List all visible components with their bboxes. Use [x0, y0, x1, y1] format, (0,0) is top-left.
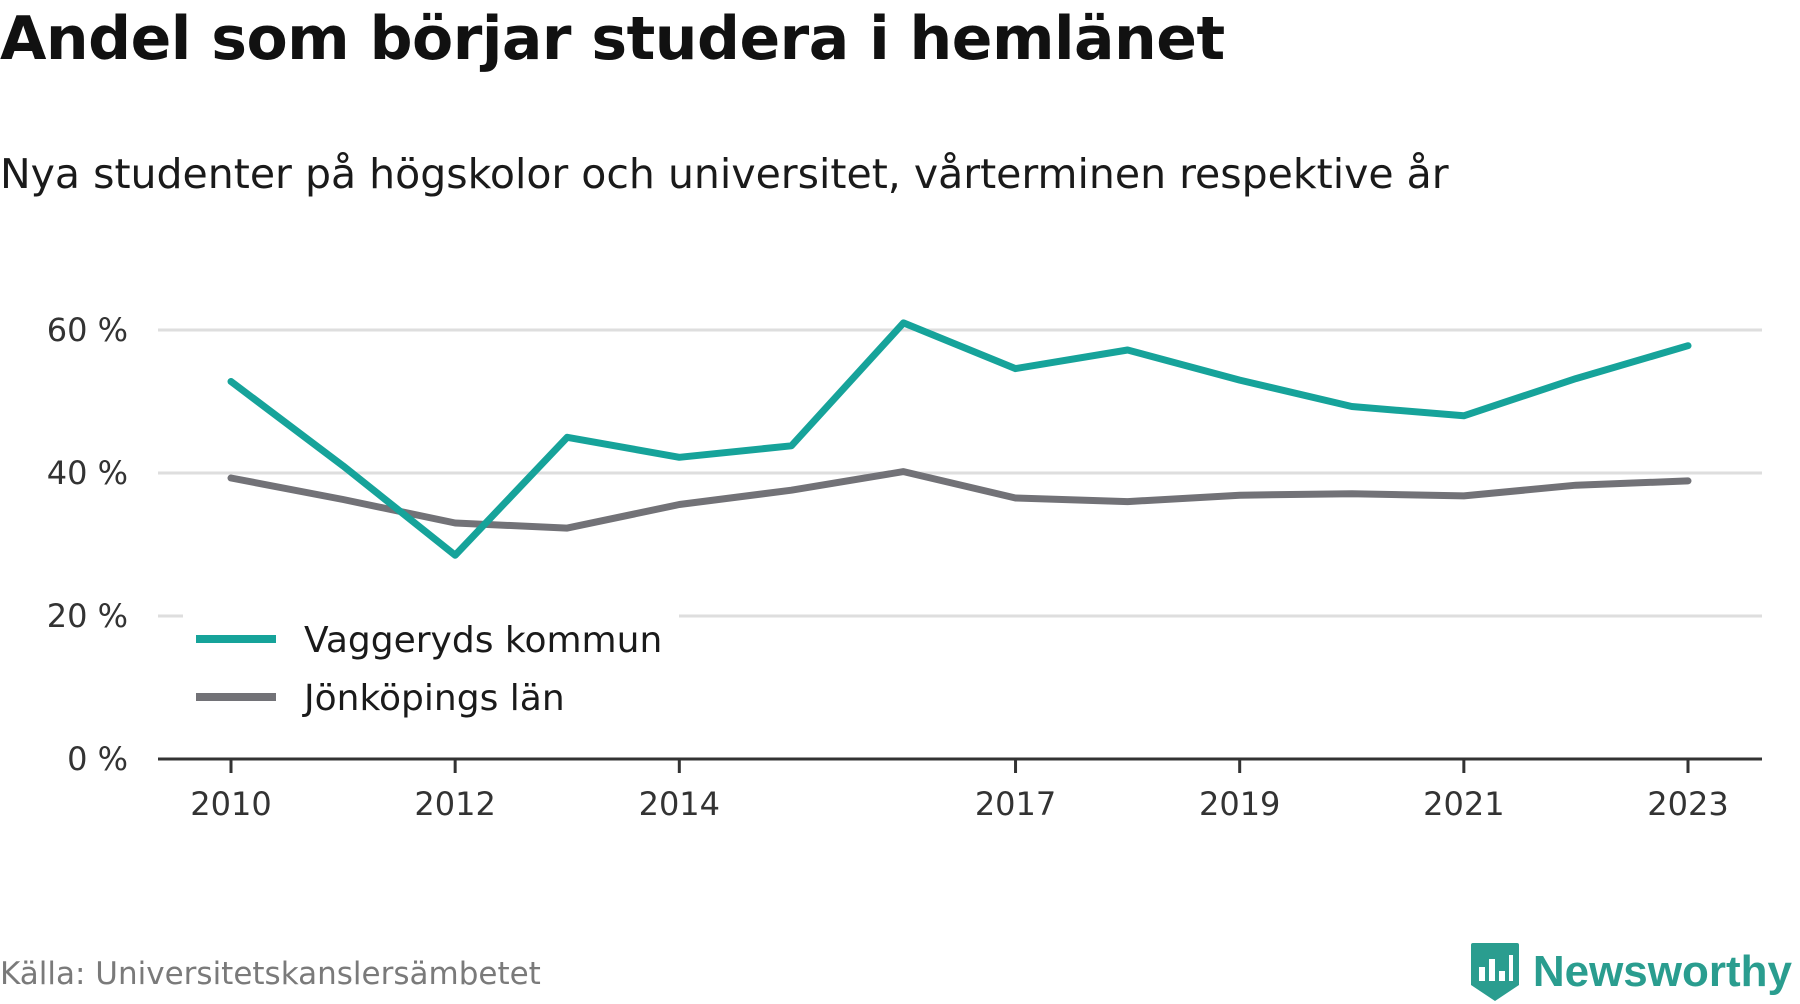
y-tick-label: 40 % — [47, 454, 128, 492]
line-chart: 0 % 20 % 40 % 60 % 2010 2012 2014 2017 2019 2021… — [47, 311, 1762, 823]
x-tick-label: 2021 — [1423, 785, 1504, 823]
y-tick-label: 0 % — [67, 740, 128, 778]
chart-title: Andel som börjar studera i hemlänet — [0, 4, 1225, 74]
chart-subtitle: Nya studenter på högskolor och universit… — [0, 150, 1449, 198]
legend-label: Vaggeryds kommun — [304, 620, 662, 661]
legend-label: Jönköpings län — [302, 678, 565, 719]
legend-background — [183, 612, 679, 732]
y-axis-tick-labels: 0 % 20 % 40 % 60 % — [47, 311, 128, 778]
series-line — [227, 319, 1692, 559]
legend: Vaggeryds kommun Jönköpings län — [183, 612, 679, 732]
x-axis: 2010 2012 2014 2017 2019 2021 2023 — [158, 757, 1762, 823]
series-line — [227, 468, 1692, 532]
y-tick-label: 20 % — [47, 597, 128, 635]
x-tick-label: 2014 — [639, 785, 720, 823]
brand-logo: Newsworthy — [1469, 940, 1792, 1004]
x-tick-label: 2017 — [975, 785, 1056, 823]
series-lines — [227, 319, 1692, 559]
x-tick-label: 2023 — [1647, 785, 1728, 823]
y-tick-label: 60 % — [47, 311, 128, 349]
x-tick-label: 2012 — [414, 785, 495, 823]
x-tick-label: 2010 — [190, 785, 271, 823]
brand-name: Newsworthy — [1532, 947, 1792, 996]
x-tick-label: 2019 — [1199, 785, 1280, 823]
source-note: Källa: Universitetskanslersämbetet — [0, 956, 541, 992]
newsworthy-logo-icon — [1470, 943, 1519, 1001]
gridlines — [158, 328, 1762, 618]
